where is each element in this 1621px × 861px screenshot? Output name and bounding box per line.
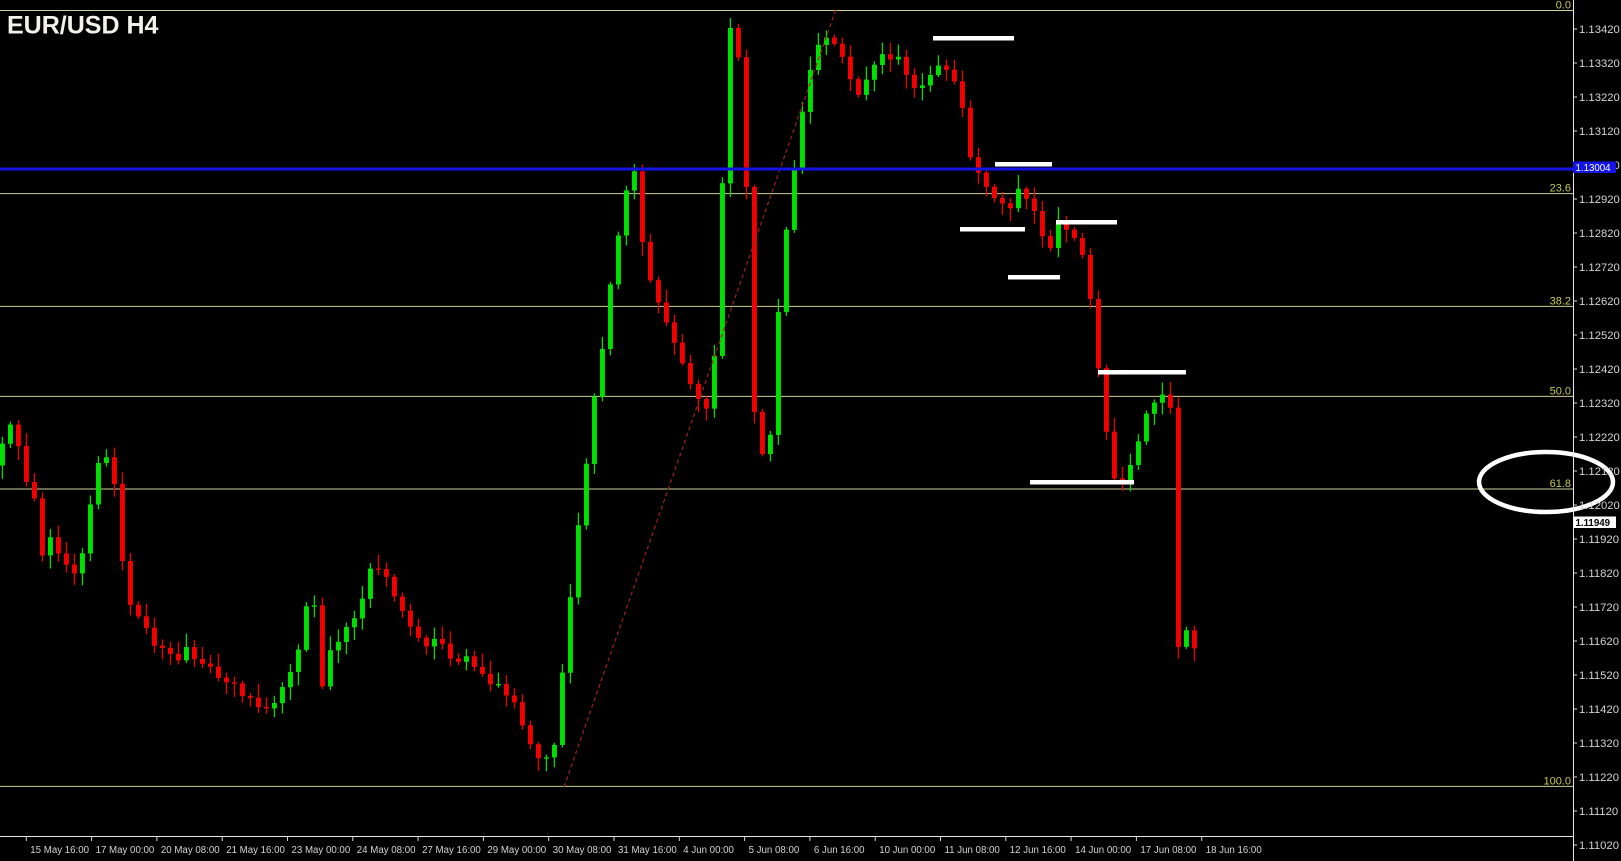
svg-text:1.12520: 1.12520 (1579, 330, 1620, 342)
svg-text:1.13220: 1.13220 (1579, 92, 1620, 104)
svg-text:12 Jun 16:00: 12 Jun 16:00 (1010, 845, 1067, 856)
svg-text:100.0: 100.0 (1543, 776, 1571, 788)
svg-text:24 May 08:00: 24 May 08:00 (357, 845, 416, 856)
svg-text:10 Jun 00:00: 10 Jun 00:00 (879, 845, 936, 856)
svg-text:1.12820: 1.12820 (1579, 228, 1620, 240)
svg-text:1.12020: 1.12020 (1579, 500, 1620, 512)
svg-text:14 Jun 00:00: 14 Jun 00:00 (1075, 845, 1132, 856)
svg-text:1.11420: 1.11420 (1579, 704, 1619, 716)
svg-text:0.0: 0.0 (1556, 0, 1571, 12)
svg-text:1.12120: 1.12120 (1579, 466, 1620, 478)
svg-text:1.12420: 1.12420 (1579, 364, 1620, 376)
svg-text:1.12220: 1.12220 (1579, 432, 1620, 444)
svg-text:1.13420: 1.13420 (1579, 24, 1620, 36)
svg-text:27 May 16:00: 27 May 16:00 (422, 845, 481, 856)
svg-text:1.12720: 1.12720 (1579, 262, 1620, 274)
svg-text:30 May 08:00: 30 May 08:00 (553, 845, 612, 856)
svg-text:20 May 08:00: 20 May 08:00 (161, 845, 220, 856)
svg-text:1.11120: 1.11120 (1579, 806, 1618, 818)
svg-text:17 May 00:00: 17 May 00:00 (96, 845, 155, 856)
svg-text:21 May 16:00: 21 May 16:00 (226, 845, 285, 856)
svg-text:29 May 00:00: 29 May 00:00 (487, 845, 546, 856)
svg-text:50.0: 50.0 (1550, 386, 1571, 398)
svg-text:15 May 16:00: 15 May 16:00 (30, 845, 89, 856)
svg-text:1.11949: 1.11949 (1576, 518, 1611, 529)
svg-text:1.11720: 1.11720 (1579, 602, 1619, 614)
svg-text:61.8: 61.8 (1550, 478, 1571, 490)
svg-text:17 Jun 08:00: 17 Jun 08:00 (1140, 845, 1197, 856)
svg-text:18 Jun 16:00: 18 Jun 16:00 (1206, 845, 1263, 856)
svg-text:1.11920: 1.11920 (1579, 534, 1619, 546)
svg-text:1.11520: 1.11520 (1579, 670, 1619, 682)
svg-text:1.12620: 1.12620 (1579, 296, 1620, 308)
svg-text:11 Jun 08:00: 11 Jun 08:00 (945, 845, 1001, 856)
svg-text:23.6: 23.6 (1550, 183, 1571, 195)
svg-text:1.12320: 1.12320 (1579, 398, 1620, 410)
svg-text:31 May 16:00: 31 May 16:00 (618, 845, 677, 856)
svg-text:1.13004: 1.13004 (1576, 163, 1612, 174)
svg-text:23 May 00:00: 23 May 00:00 (292, 845, 351, 856)
svg-text:1.13120: 1.13120 (1579, 126, 1620, 138)
svg-text:1.11020: 1.11020 (1579, 840, 1619, 852)
svg-text:1.11820: 1.11820 (1579, 568, 1619, 580)
svg-text:1.11320: 1.11320 (1579, 738, 1619, 750)
svg-text:4 Jun 00:00: 4 Jun 00:00 (683, 845, 734, 856)
svg-text:38.2: 38.2 (1550, 296, 1571, 308)
svg-text:1.13320: 1.13320 (1579, 58, 1620, 70)
svg-text:1.11220: 1.11220 (1579, 772, 1619, 784)
svg-text:1.12920: 1.12920 (1579, 194, 1620, 206)
svg-text:5 Jun 08:00: 5 Jun 08:00 (749, 845, 800, 856)
svg-text:1.11620: 1.11620 (1579, 636, 1619, 648)
svg-text:6 Jun 16:00: 6 Jun 16:00 (814, 845, 865, 856)
svg-text:EUR/USD H4: EUR/USD H4 (7, 12, 159, 40)
